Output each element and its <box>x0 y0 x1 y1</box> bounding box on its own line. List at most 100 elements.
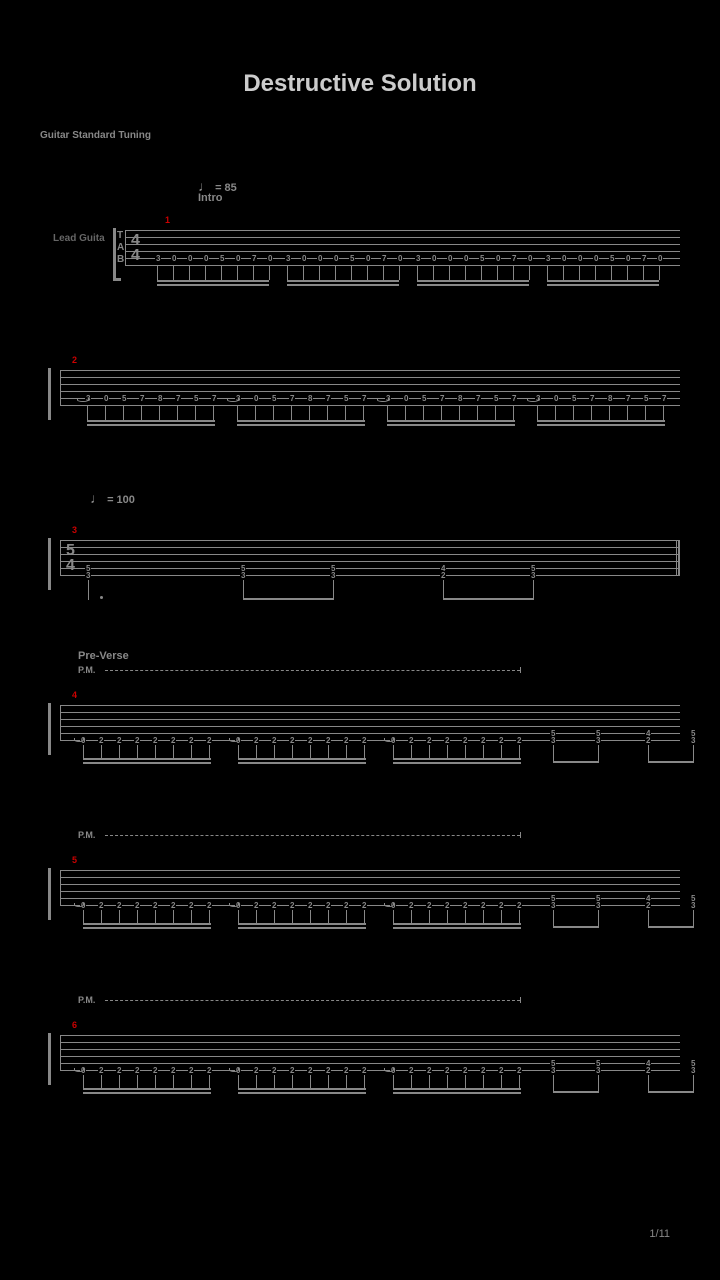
measure-number-1: 1 <box>165 215 170 225</box>
stem <box>243 580 244 600</box>
fret-number: 3 <box>415 254 421 263</box>
fret-number: 7 <box>641 254 647 263</box>
stem <box>189 265 190 280</box>
stem <box>387 405 388 420</box>
stem <box>383 265 384 280</box>
stem <box>123 405 124 420</box>
stem <box>213 405 214 420</box>
fret-number: 7 <box>661 394 667 403</box>
tempo-mark-2: ♩ = 100 <box>90 490 135 506</box>
song-title: Destructive Solution <box>0 0 720 98</box>
fret-number: 2 <box>408 736 414 745</box>
fret-number: 2 <box>253 736 259 745</box>
fret-number: 2 <box>444 1066 450 1075</box>
beam <box>393 923 521 929</box>
tab-staff-2 <box>60 370 680 405</box>
fret-number: 3 <box>545 254 551 263</box>
fret-number: 2 <box>498 1066 504 1075</box>
stem <box>573 405 574 420</box>
fret-number: 2 <box>206 736 212 745</box>
stem <box>88 580 89 600</box>
fret-number: 2 <box>188 901 194 910</box>
beam <box>87 420 215 426</box>
pm-line-2 <box>105 835 520 836</box>
fret-number: 0 <box>463 254 469 263</box>
fret-number: 7 <box>475 394 481 403</box>
stem <box>335 265 336 280</box>
beam <box>83 1088 211 1094</box>
pm-line-3 <box>105 1000 520 1001</box>
fret-number: 5 <box>219 254 225 263</box>
fret-number: 2 <box>152 901 158 910</box>
fret-number: 2 <box>516 1066 522 1075</box>
fret-number: 7 <box>589 394 595 403</box>
fret-number: 7 <box>511 394 517 403</box>
stem <box>693 1075 694 1093</box>
fret-number: 2 <box>444 901 450 910</box>
fret-number: 2 <box>480 1066 486 1075</box>
stem <box>537 405 538 420</box>
page-number: 1/11 <box>649 1228 670 1240</box>
stem <box>663 405 664 420</box>
fret-number: 2 <box>645 901 651 910</box>
stem <box>591 405 592 420</box>
beam <box>648 1091 693 1093</box>
measure-number-5: 5 <box>72 855 77 865</box>
fret-number: 0 <box>403 394 409 403</box>
stem <box>477 405 478 420</box>
fret-number: 0 <box>447 254 453 263</box>
fret-number: 8 <box>307 394 313 403</box>
fret-number: 3 <box>240 571 246 580</box>
fret-number: 0 <box>203 254 209 263</box>
pm-end-3 <box>520 997 521 1003</box>
fret-number: 5 <box>349 254 355 263</box>
tie <box>227 398 239 402</box>
fret-number: 2 <box>462 901 468 910</box>
fret-number: 2 <box>98 736 104 745</box>
stem <box>195 405 196 420</box>
stem <box>367 265 368 280</box>
fret-number: 2 <box>289 736 295 745</box>
fret-number: 0 <box>657 254 663 263</box>
fret-number: 2 <box>325 901 331 910</box>
fret-number: 7 <box>511 254 517 263</box>
stem <box>363 405 364 420</box>
stem <box>555 405 556 420</box>
stem <box>287 265 288 280</box>
fret-number: 2 <box>307 901 313 910</box>
pm-end-2 <box>520 832 521 838</box>
fret-number: 2 <box>289 901 295 910</box>
fret-number: 2 <box>480 736 486 745</box>
fret-number: 2 <box>480 901 486 910</box>
stem <box>291 405 292 420</box>
stem <box>693 745 694 763</box>
fret-number: 0 <box>187 254 193 263</box>
fret-number: 2 <box>188 736 194 745</box>
pm-end-1 <box>520 667 521 673</box>
section-intro: Intro <box>198 192 222 204</box>
fret-number: 2 <box>426 1066 432 1075</box>
fret-number: 2 <box>516 901 522 910</box>
fret-number: 0 <box>625 254 631 263</box>
stem <box>443 580 444 600</box>
fret-number: 2 <box>206 1066 212 1075</box>
fret-number: 2 <box>170 1066 176 1075</box>
stem <box>423 405 424 420</box>
fret-number: 2 <box>116 1066 122 1075</box>
fret-number: 2 <box>325 736 331 745</box>
tie <box>384 738 394 742</box>
fret-number: 8 <box>607 394 613 403</box>
fret-number: 3 <box>690 901 696 910</box>
tie <box>74 738 84 742</box>
fret-number: 0 <box>397 254 403 263</box>
fret-number: 2 <box>134 736 140 745</box>
fret-number: 2 <box>440 571 446 580</box>
stem <box>693 910 694 928</box>
stem <box>399 265 400 280</box>
stem <box>533 580 534 600</box>
tie <box>77 398 89 402</box>
fret-number: 2 <box>361 901 367 910</box>
stem <box>141 405 142 420</box>
section-preverse: Pre-Verse <box>78 650 129 662</box>
fret-number: 2 <box>134 901 140 910</box>
